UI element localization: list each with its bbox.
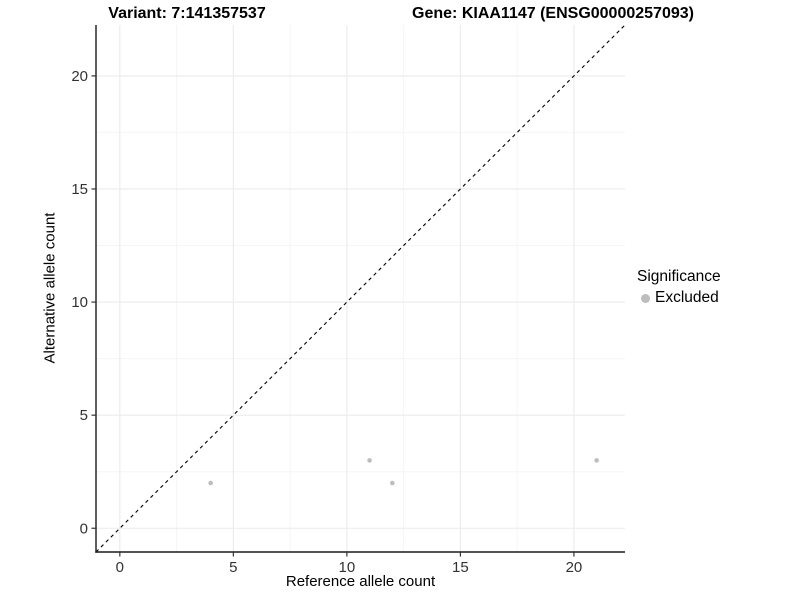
x-tick-label: 10 [339,559,356,576]
y-tick-label: 0 [80,520,88,537]
variant-title: Variant: 7:141357537 [108,5,266,22]
y-tick-label: 5 [80,407,88,424]
y-tick-label: 20 [71,68,88,85]
x-axis-title: Reference allele count [285,573,436,590]
legend-title: Significance [637,268,721,285]
data-point [208,480,213,486]
x-tick-label: 20 [566,559,583,576]
y-tick-label: 15 [71,181,88,198]
y-tick-label: 10 [71,294,88,311]
data-point [389,480,395,486]
x-tick-label: 15 [452,559,469,576]
excluded-point-icon [641,293,650,303]
y-axis-title: Alternative allele count [41,212,59,364]
data-point [367,458,372,463]
x-tick-label: 0 [116,559,124,576]
legend-item-excluded: Excluded [637,289,721,307]
legend-item-label: Excluded [655,289,719,306]
legend: Significance Excluded [637,268,721,307]
gene-title: Gene: KIAA1147 (ENSG00000257093) [412,5,694,22]
identity-line [95,24,626,553]
x-tick-label: 5 [229,559,237,576]
data-point [594,458,599,463]
